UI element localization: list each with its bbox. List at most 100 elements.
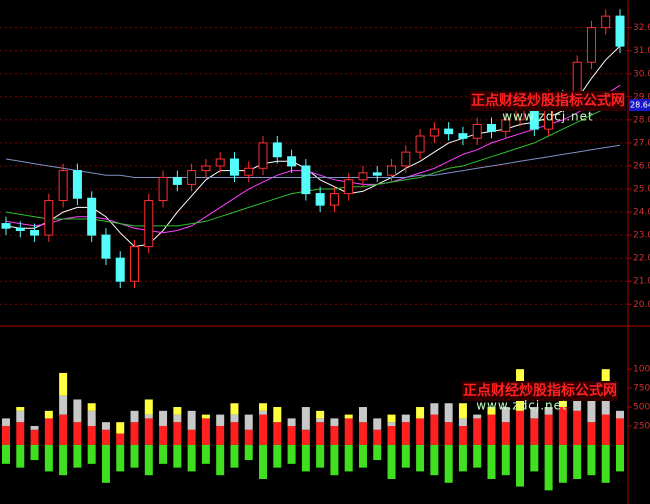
indicator-bar [330,444,339,476]
watermark-url: www.zdcj.net [502,110,594,124]
y-tick-label: 20.0 [633,300,650,310]
y-tick-label: 26.0 [633,161,650,171]
indicator-bar [501,444,510,476]
indicator-bar [587,399,596,423]
candle-body [358,172,368,181]
indicator-bar [2,444,10,464]
indicator-bar [401,444,410,468]
indicator-bar [473,414,482,419]
indicator-bar [287,425,296,445]
indicator-bar [430,444,439,476]
indicator-bar [330,425,339,445]
moving-average [5,103,621,227]
candle-body [301,165,311,195]
indicator-bar [344,418,353,445]
indicator-bar [587,422,596,445]
candle-body [586,27,596,63]
indicator-bar [616,418,624,445]
indicator-bar [30,425,39,430]
candle-body [429,128,439,137]
price-marker: 28.64 [630,101,650,110]
indicator-bar [244,414,253,430]
indicator-bar [473,444,482,468]
price-marker-box [629,99,650,112]
candle-body [387,165,397,176]
indicator-bar [73,399,82,423]
indicator-bar [216,444,225,476]
indicator-bar [601,414,610,445]
y-tick-label: 30.0 [633,69,650,79]
indicator-bar [316,410,325,419]
indicator-bar [287,418,296,426]
indicator-bar [458,403,467,419]
candle-body [215,158,225,167]
indicator-bar [387,414,396,423]
indicator-bar [558,407,567,445]
indicator-bar [130,422,139,445]
indicator-bar [358,407,367,423]
indicator-bar [330,418,339,426]
indicator-bar [273,422,282,445]
indicator-bar [73,422,82,445]
indicator-bar [59,414,68,445]
candle-body [601,15,611,29]
indicator-bar [101,422,110,430]
watermark-bg [462,381,618,401]
indicator-bar [201,414,210,419]
indicator-bar [458,425,467,445]
candle-body [1,223,11,229]
indicator-bar [130,410,139,423]
indicator-bar [501,407,510,423]
indicator-bar [173,407,182,415]
indicator-bar [144,444,153,476]
moving-average [5,45,621,248]
indicator-bar [87,444,96,464]
indicator-bar [430,403,439,415]
indicator-bar [430,414,439,445]
indicator-bar [487,414,496,445]
candle-body [244,167,254,176]
indicator-bar [187,410,196,430]
indicator-bar [73,444,82,468]
candle-body [287,156,297,167]
y-tick-label: 23.0 [633,231,650,241]
candle-body [15,227,25,231]
candle-body [187,170,197,185]
candle-body [272,142,282,158]
indicator-bar [401,414,410,423]
indicator-bar [101,444,110,483]
indicator-bar [558,444,567,483]
indicator-bar [301,444,310,472]
indicator-bar [16,444,25,468]
indicator-bar [301,407,310,430]
indicator-bar [473,418,482,445]
indicator-bar [116,422,125,434]
candle-body [501,119,511,132]
watermark-bg [470,91,626,111]
indicator-bar [2,418,10,426]
indicator-bar [116,433,125,445]
candle-body [229,158,239,176]
indicator-bar [87,425,96,445]
candle-body [144,200,154,248]
indicator-bar [216,414,225,426]
indicator-bar [2,425,10,445]
indicator-bar [144,414,153,419]
indicator-bar [544,444,553,491]
candle-body [130,246,140,282]
y-tick-label: 27.0 [633,138,650,148]
y-tick-label: 25.0 [633,185,650,195]
indicator-bar [316,444,325,468]
indicator-bar [316,422,325,445]
moving-average [5,84,621,234]
candle-body [615,15,625,47]
indicator-bar [373,418,382,430]
indicator-bar [530,444,539,472]
y-tick-label: 28.0 [633,115,650,125]
indicator-bar [387,425,396,445]
indicator-bar [573,444,582,479]
candle-body [258,142,268,169]
indicator-bar [344,444,353,472]
indicator-bar [230,444,239,468]
